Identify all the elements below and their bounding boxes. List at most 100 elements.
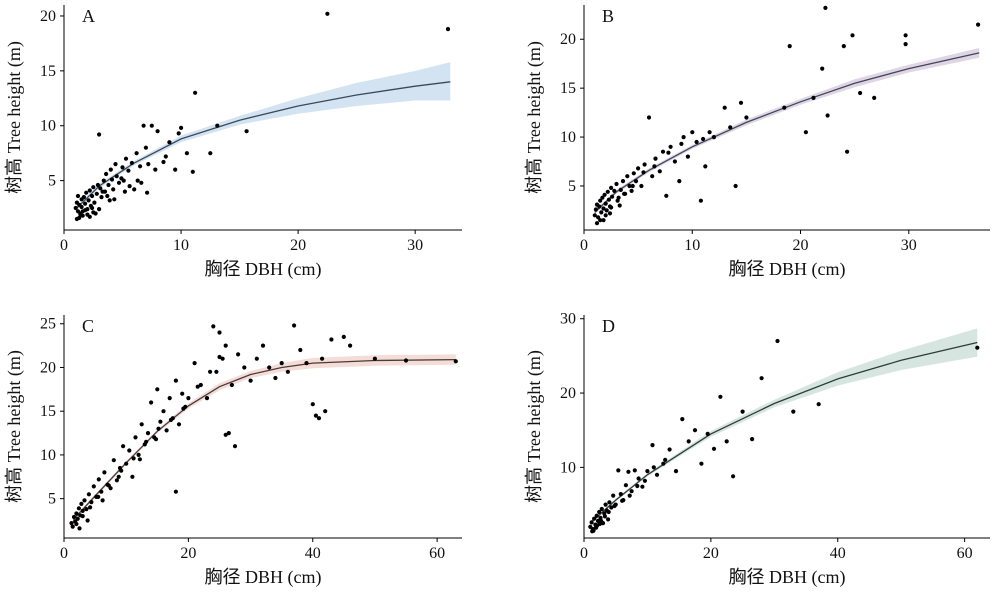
panel-a-point	[101, 178, 106, 183]
panel-b-point	[850, 33, 855, 38]
panel-d-point	[759, 376, 764, 381]
panel-a-point	[135, 178, 140, 183]
panel-b-point	[711, 135, 717, 140]
panel-a-point	[120, 165, 125, 170]
panel-a-point	[109, 177, 115, 182]
panel-a-point	[122, 189, 127, 194]
panel-b-point	[646, 115, 652, 120]
panel-c-point	[153, 437, 159, 442]
panel-b-point	[858, 90, 863, 96]
panel-c-y-tick-label: 5	[48, 491, 56, 508]
panel-c-point	[220, 356, 225, 361]
panel-b-point	[606, 197, 612, 202]
panel-d-point	[711, 446, 717, 451]
panel-a-point	[106, 182, 111, 188]
panel-a: 0 10 20 30 5 10 15 20 胸径 DBH (cm) 树高 Tree height …	[4, 5, 462, 280]
panel-b-point	[872, 95, 877, 100]
panel-a-x-tick-label: 20	[290, 237, 306, 254]
panel-c-point	[136, 452, 141, 457]
panel-b-point	[903, 33, 908, 38]
panel-c-point	[145, 431, 151, 436]
panel-d-point	[606, 517, 611, 522]
panel-a-point	[113, 162, 118, 167]
panel-b: 0 10 20 30 5 10 15 20 胸径 DBH (cm) 树高 Tree height …	[524, 5, 990, 280]
panel-b-point	[612, 188, 617, 193]
panel-b-point	[631, 171, 636, 176]
panel-b-point	[652, 164, 657, 169]
panel-b-point	[653, 156, 658, 161]
panel-c-point	[226, 431, 231, 436]
panel-c-point	[403, 358, 409, 363]
panel-b-point	[604, 208, 609, 213]
panel-a-point	[107, 198, 112, 203]
panel-d-point	[975, 345, 980, 350]
panel-b-point	[698, 198, 704, 203]
panel-c-point	[323, 409, 328, 414]
panel-b-point	[694, 139, 699, 145]
panel-d-point	[595, 518, 601, 524]
panel-b-point	[738, 100, 744, 105]
panel-a-point	[153, 167, 158, 172]
panel-b-point	[660, 149, 666, 154]
panel-b-point	[601, 218, 606, 223]
panel-d-point	[616, 468, 621, 473]
panel-d-point	[627, 493, 632, 498]
panel-c-point	[100, 498, 105, 503]
panel-c-point	[116, 474, 121, 479]
panel-c-point	[74, 511, 79, 516]
panel-a-x-axis-title: 胸径 DBH (cm)	[205, 259, 322, 280]
panel-b-x-tick-label: 10	[684, 237, 700, 254]
panel-a-point	[127, 184, 132, 189]
panel-a-point	[143, 145, 148, 150]
panel-c-point	[76, 506, 81, 511]
panel-d-point	[642, 478, 648, 483]
panel-c-y-tick-label: 15	[40, 403, 56, 420]
panel-a-point	[98, 186, 103, 191]
panel-b-point	[614, 181, 619, 187]
panel-b-point	[625, 174, 630, 179]
panel-b-point	[657, 169, 662, 174]
panel-a-point	[139, 180, 144, 185]
panel-a-point	[99, 195, 104, 200]
panel-b-point	[603, 213, 608, 218]
panel-c-point	[214, 369, 219, 374]
panel-a-point	[445, 27, 451, 32]
panel-b-point	[639, 183, 644, 189]
panel-a-point	[215, 123, 220, 128]
panel-a-point	[145, 190, 150, 195]
panel-d-fit-line	[589, 341, 978, 524]
panel-b-point	[677, 179, 682, 184]
panel-a-point	[112, 197, 117, 202]
panel-b-point	[627, 183, 632, 189]
panel-c-point	[173, 489, 178, 494]
panel-a-point	[100, 189, 105, 194]
panel-a-point	[78, 212, 83, 217]
panel-b-y-tick-label: 10	[560, 129, 576, 146]
panel-d-label: D	[602, 316, 615, 336]
panel-a-point	[97, 207, 102, 212]
panel-c-point	[82, 498, 87, 503]
panel-c-point	[144, 439, 149, 444]
panel-c-point	[254, 356, 259, 361]
panel-a-y-tick-label: 5	[48, 173, 56, 190]
panel-a-point	[87, 188, 92, 193]
panel-d-point	[626, 469, 631, 474]
panel-c-confidence-band	[73, 354, 456, 522]
panel-a-point	[119, 176, 124, 181]
panel-c-x-tick-label: 0	[60, 545, 68, 562]
panel-b-point	[690, 130, 695, 135]
panel-a-point	[90, 193, 95, 199]
panel-b-point	[598, 218, 603, 223]
panel-b-point	[598, 198, 603, 203]
panel-a-point	[97, 132, 102, 137]
panel-a-point	[167, 140, 172, 145]
panel-d-point	[699, 461, 704, 466]
panel-a-point	[149, 123, 154, 128]
panel-b-x-tick-label: 30	[901, 237, 917, 254]
panel-c-point	[79, 501, 84, 506]
panel-b-confidence-band	[594, 48, 980, 215]
panel-a-point	[83, 208, 88, 213]
panel-c-point	[198, 382, 203, 388]
panel-c-point	[155, 387, 160, 392]
panel-c-x-tick-label: 20	[180, 545, 196, 562]
